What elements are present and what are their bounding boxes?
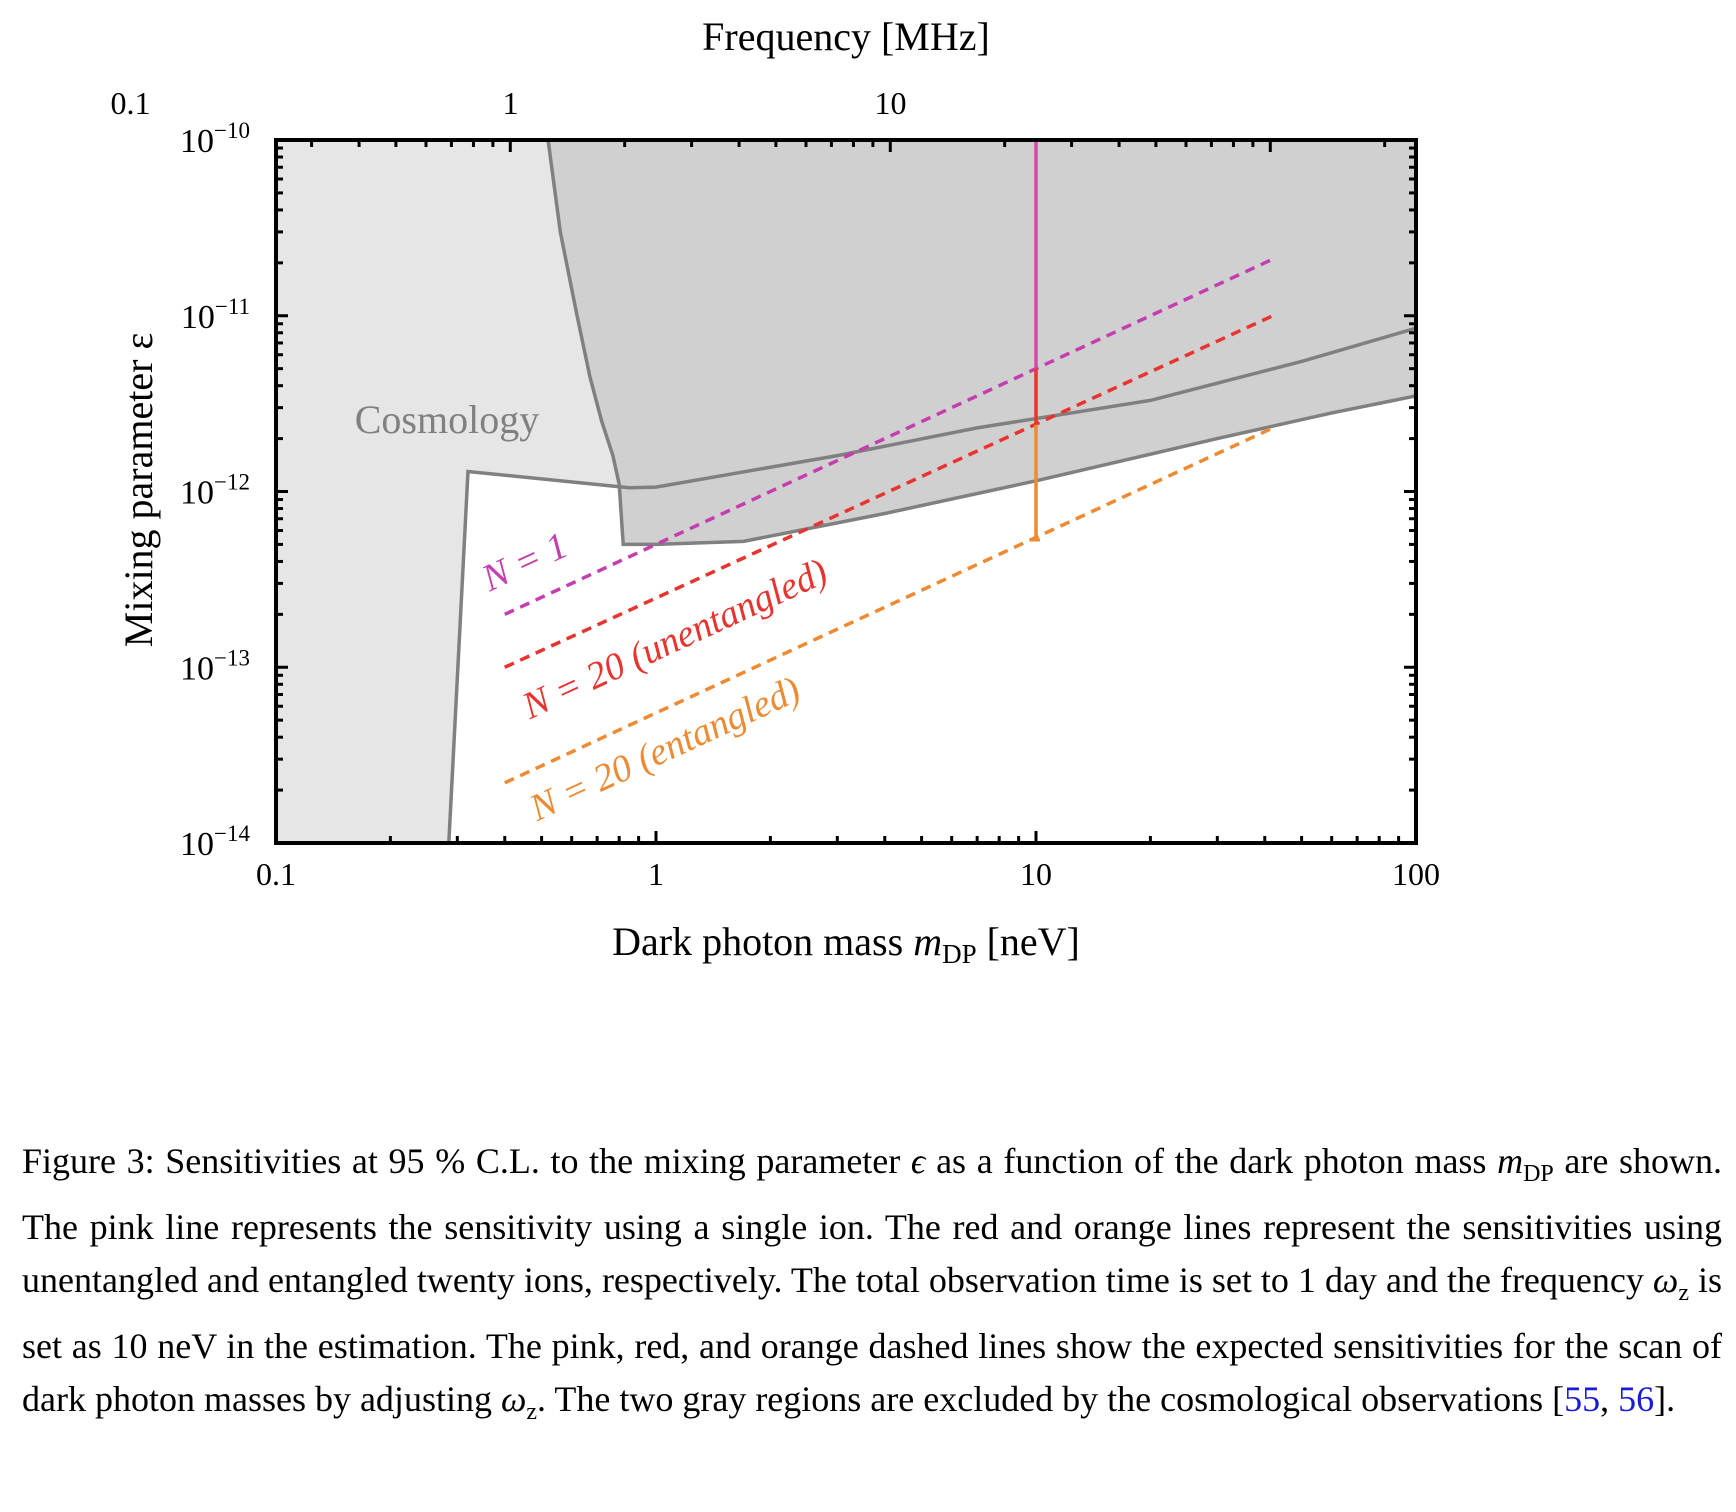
caption-lead: Figure 3: Sensitivities at 95 % C.L. to …	[22, 1141, 911, 1181]
caption-part2: as a function of the dark photon mass	[925, 1141, 1498, 1181]
y-tick-label: 10−12	[180, 470, 250, 512]
y-axis-title: Mixing parameter ε	[116, 333, 161, 647]
caption-omega-2: ω	[500, 1379, 527, 1420]
y-tick-label: 10−13	[180, 645, 250, 687]
caption-part3: are shown. The pink line represents the …	[22, 1141, 1723, 1301]
caption-omega-sub-2: z	[526, 1399, 538, 1426]
x-tick-label: 100	[1392, 856, 1440, 892]
top-tick-label: 1	[502, 85, 518, 121]
y-tick-label: 10−10	[180, 118, 250, 160]
x-tick-label: 10	[1020, 856, 1052, 892]
dashed-sensitivity-line-3	[504, 426, 1274, 785]
caption-comma: ,	[1600, 1379, 1619, 1420]
y-tick-label: 10−14	[180, 821, 250, 863]
top-tick-label: 0.1	[110, 85, 150, 121]
caption-omega-sub: z	[1678, 1280, 1689, 1307]
caption-mass-symbol: m	[1497, 1141, 1524, 1181]
figure-caption: Figure 3: Sensitivities at 95 % C.L. to …	[22, 1135, 1722, 1440]
x-axis-title: Dark photon mass mDP [neV]	[612, 919, 1080, 969]
cosmology-region-dark	[548, 140, 1416, 545]
caption-end: ].	[1654, 1379, 1676, 1420]
top-axis-title: Frequency [MHz]	[702, 14, 990, 59]
cosmology-light-boundary	[447, 326, 1417, 844]
figure-chart: 0.1 1 10 100 0.1 1 10 10−14 10−13 10−12 10−11 10−10…	[110, 14, 1440, 969]
caption-epsilon: ϵ	[910, 1141, 926, 1181]
caption-mass-sub: DP	[1523, 1161, 1554, 1188]
caption-part5: . The two gray regions are excluded by t…	[537, 1379, 1565, 1420]
dashed-sensitivity-line-2	[504, 314, 1274, 669]
cosmology-dark-boundary	[546, 139, 1417, 547]
y-tick-label: 10−11	[181, 294, 250, 336]
dashed-sensitivity-line-1	[504, 257, 1274, 616]
reference-link-55[interactable]: 55	[1564, 1379, 1601, 1420]
reference-link-56[interactable]: 56	[1618, 1379, 1655, 1420]
x-tick-label: 0.1	[256, 856, 296, 892]
cosmology-label: Cosmology	[355, 397, 539, 442]
caption-part4: is set as 10 neV in the estimation. The …	[22, 1260, 1723, 1420]
top-tick-label: 10	[874, 85, 906, 121]
plot-area: 0.1 1 10 100 0.1 1 10 10−14 10−13 10−12 10−11 10−10…	[110, 14, 1440, 969]
x-tick-label: 1	[648, 856, 664, 892]
caption-omega: ω	[1652, 1260, 1679, 1301]
